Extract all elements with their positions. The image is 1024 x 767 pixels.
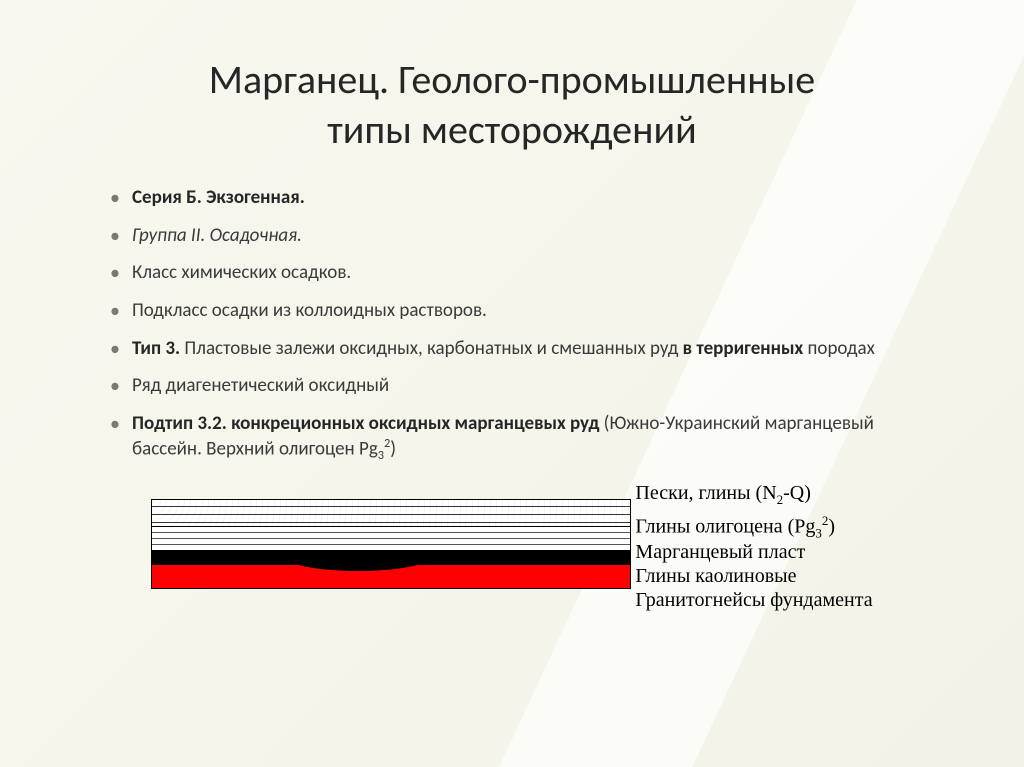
bullet-3: Класс химических осадков. [110,260,944,286]
bullet-6-text: Ряд диагенетический оксидный [132,374,389,397]
bullet-7: Подтип 3.2. конкреционных оксидных марга… [110,411,944,465]
label-oligocene-clay: Глины олигоцена (Pg32) [635,506,872,540]
title-line-2: типы месторождений [327,105,696,154]
label-clay1-pre: Глины олигоцена (Pg [635,516,815,538]
layer-sands [151,499,631,527]
label-sands-pre: Пески, глины (N [635,482,776,504]
layer-oligocene-clay [151,527,631,551]
bullet-5-tail: породах [803,337,875,360]
strata-diagram: Пески, глины (N2-Q) Глины олигоцена (Pg3… [80,477,944,610]
label-clay1-post: ) [828,516,835,538]
layer-mn-seam [151,551,631,565]
slide-title: Марганец. Геолого-промышленные типы мест… [80,55,944,155]
label-mn: Марганцевый пласт [635,540,872,562]
bullet-5-mid: Пластовые залежи оксидных, карбонатных и… [180,337,683,360]
bullet-1: Серия Б. Экзогенная. [110,185,944,211]
slide: Марганец. Геолого-промышленные типы мест… [0,0,1024,650]
bullet-5-pre: Тип 3. [132,337,180,360]
bullet-5-post: в терригенных [683,337,804,360]
label-sands-post: -Q) [783,482,811,504]
bullet-7-tail: ) [390,438,396,461]
bullet-4-text: Подкласс осадки из коллоидных растворов. [132,299,487,322]
bullet-6: Ряд диагенетический оксидный [110,373,944,399]
label-sands: Пески, глины (N2-Q) [635,477,872,506]
bullet-5: Тип 3. Пластовые залежи оксидных, карбон… [110,336,944,362]
bullet-1-text: Серия Б. Экзогенная. [132,186,305,209]
title-line-1: Марганец. Геолого-промышленные [209,55,815,104]
bullet-7-pre: Подтип 3.2. конкреционных оксидных марга… [132,412,599,435]
bullet-2-text: Группа II. Осадочная. [132,224,302,247]
strata-labels: Пески, глины (N2-Q) Глины олигоцена (Pg3… [635,477,872,610]
label-gneiss: Гранитогнейсы фундамента [635,586,872,610]
label-kaolin: Глины каолиновые [635,562,872,586]
bullet-4: Подкласс осадки из коллоидных растворов. [110,298,944,324]
strata-column [151,499,631,589]
bullet-list: Серия Б. Экзогенная. Группа II. Осадочна… [80,185,944,465]
bullet-2: Группа II. Осадочная. [110,223,944,249]
bullet-3-text: Класс химических осадков. [132,261,351,284]
